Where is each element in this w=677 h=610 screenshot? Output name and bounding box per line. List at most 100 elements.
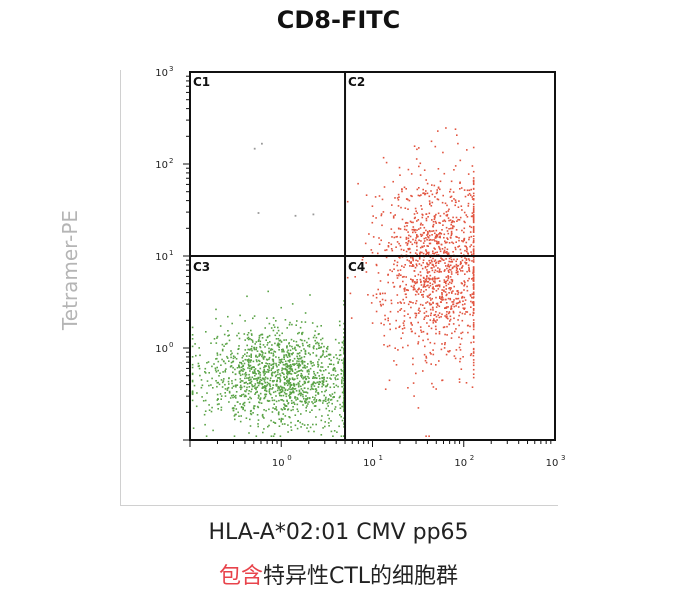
data-point [463, 283, 466, 286]
data-point [235, 386, 237, 388]
data-point [428, 302, 431, 304]
data-point [300, 385, 302, 388]
data-point [414, 275, 416, 277]
data-point [391, 204, 393, 206]
data-point [248, 390, 250, 392]
data-point [293, 340, 295, 342]
data-point [276, 389, 279, 392]
data-point [286, 400, 288, 402]
data-point [466, 149, 468, 151]
data-point [297, 345, 299, 347]
data-point [283, 373, 285, 376]
data-point [199, 354, 201, 357]
data-point [430, 303, 433, 306]
data-point [234, 378, 237, 381]
data-point [233, 415, 236, 417]
data-point [222, 371, 224, 373]
data-point [284, 360, 287, 363]
data-point [432, 353, 435, 356]
data-point [432, 322, 435, 324]
data-point [273, 403, 275, 405]
data-point [307, 430, 310, 433]
data-point [230, 361, 233, 364]
data-point [446, 241, 448, 244]
data-point [428, 271, 431, 273]
data-point [286, 346, 288, 349]
data-point [343, 336, 345, 338]
data-point [343, 375, 345, 377]
data-point [453, 299, 455, 301]
data-point [450, 258, 453, 261]
data-point [450, 269, 452, 271]
data-point [241, 380, 244, 382]
data-point [469, 225, 471, 228]
data-point [253, 378, 255, 380]
data-point [312, 423, 314, 426]
data-point [445, 211, 448, 213]
data-point [448, 292, 450, 294]
data-point [459, 188, 461, 190]
data-point [403, 225, 406, 228]
data-point [343, 300, 345, 302]
data-point [308, 344, 311, 346]
data-point [220, 364, 222, 366]
data-point [433, 314, 435, 316]
data-point [432, 291, 434, 293]
data-point [297, 374, 299, 376]
data-point [277, 338, 280, 340]
data-point [280, 388, 282, 391]
data-point [258, 355, 260, 357]
data-point [443, 326, 446, 328]
data-point [472, 170, 475, 173]
data-point [289, 321, 291, 324]
data-point [283, 339, 285, 341]
data-point [341, 346, 343, 349]
data-point [321, 415, 323, 417]
data-point [398, 166, 401, 169]
data-point [287, 354, 290, 356]
data-point [426, 271, 429, 274]
data-point [299, 357, 301, 360]
data-point [339, 324, 341, 327]
data-point [235, 408, 238, 410]
data-point [435, 289, 438, 292]
data-point [449, 190, 451, 193]
data-point [415, 290, 417, 292]
data-point [426, 182, 429, 185]
data-point [433, 239, 435, 241]
data-point [426, 322, 428, 324]
data-point [434, 248, 436, 250]
data-point [449, 298, 452, 301]
data-point [434, 216, 436, 219]
data-point [381, 198, 384, 201]
data-point [443, 249, 446, 252]
data-point [416, 281, 418, 284]
data-point [239, 366, 241, 369]
data-point [247, 361, 250, 364]
data-point [205, 435, 208, 437]
data-point [281, 388, 283, 390]
data-point [341, 359, 343, 361]
data-point [430, 299, 432, 301]
data-point [399, 174, 401, 176]
data-point [438, 245, 440, 248]
data-point [422, 296, 424, 298]
data-point [304, 375, 307, 378]
data-point [425, 190, 427, 192]
data-point [407, 231, 409, 233]
data-point [224, 362, 227, 365]
data-point [457, 273, 459, 276]
data-point [425, 278, 428, 280]
data-point [260, 402, 263, 404]
data-point [307, 424, 309, 426]
data-point [306, 341, 308, 344]
data-point [294, 387, 297, 390]
data-point [273, 350, 275, 353]
data-point [314, 394, 317, 397]
data-point [219, 353, 222, 356]
data-point [266, 381, 269, 384]
data-point [334, 378, 337, 381]
data-point [313, 334, 316, 337]
data-point [271, 397, 273, 399]
x-tick-exponent: 1 [379, 454, 383, 462]
